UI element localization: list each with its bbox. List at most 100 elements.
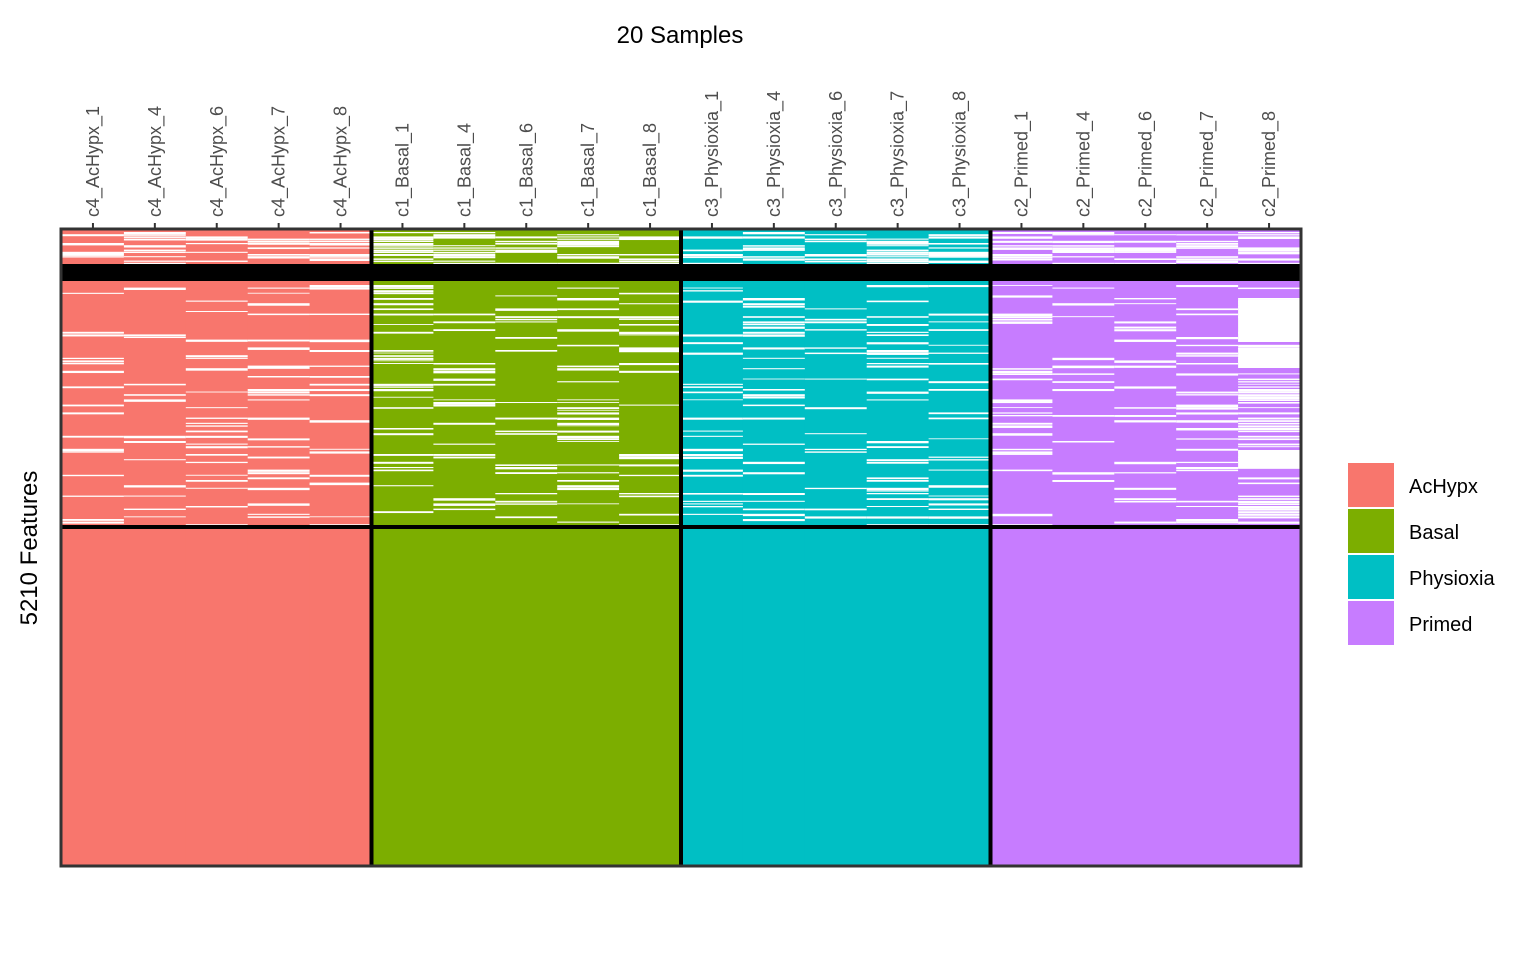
missing-line [309, 516, 372, 518]
missing-line [619, 238, 681, 241]
x-tick-label: c2_Primed_4 [1073, 111, 1094, 217]
missing-line [557, 402, 620, 403]
heatmap-column-c3_Physioxia_8 [928, 229, 991, 866]
missing-line [681, 448, 743, 452]
missing-line [619, 464, 681, 467]
missing-line [495, 472, 558, 475]
missing-line [866, 480, 929, 482]
missing-line [928, 389, 991, 391]
x-tick-label: c2_Primed_1 [1011, 111, 1032, 217]
missing-line [433, 454, 496, 456]
missing-line [309, 240, 372, 243]
missing-line [866, 365, 929, 368]
missing-line [309, 254, 372, 257]
missing-line [990, 240, 1053, 243]
missing-line [1176, 285, 1239, 288]
missing-line [185, 417, 248, 419]
missing-line [1176, 355, 1239, 357]
missing-line [62, 370, 124, 374]
x-tick-label: c3_Physioxia_4 [764, 91, 785, 217]
x-tick-label: c3_Physioxia_1 [702, 91, 723, 217]
missing-line [123, 249, 186, 252]
missing-line [681, 430, 743, 432]
missing-line [371, 285, 434, 288]
missing-line [928, 344, 991, 346]
missing-line [1238, 495, 1300, 498]
missing-line [742, 303, 805, 306]
missing-line [495, 249, 558, 253]
missing-line [1176, 469, 1239, 472]
missing-line [371, 454, 434, 456]
missing-line [742, 347, 805, 350]
missing-line [371, 467, 434, 469]
missing-line [495, 337, 558, 339]
missing-line [804, 487, 867, 490]
missing-line [185, 425, 248, 427]
missing-line [866, 516, 929, 519]
missing-line [495, 417, 558, 420]
missing-line [742, 232, 805, 235]
missing-line [557, 365, 620, 368]
missing-line [1238, 516, 1300, 519]
missing-line [495, 433, 558, 435]
missing-line [371, 238, 434, 241]
missing-line [1238, 389, 1300, 392]
heatmap-column-c4_AcHypx_4 [123, 229, 187, 866]
missing-line [681, 493, 743, 495]
missing-line [309, 376, 372, 378]
missing-line [1176, 256, 1239, 258]
missing-line [247, 368, 310, 370]
missing-line [866, 254, 929, 256]
missing-line [1176, 337, 1239, 340]
missing-line [1114, 415, 1177, 417]
missing-line [742, 316, 805, 318]
missing-line [928, 254, 991, 257]
missing-line [1114, 521, 1177, 524]
missing-line [619, 254, 681, 256]
missing-line [681, 386, 743, 388]
missing-line [681, 334, 743, 337]
missing-line [990, 321, 1053, 324]
missing-line [557, 399, 620, 401]
missing-line [928, 256, 991, 258]
missing-line [309, 365, 372, 367]
heatmap-column-c4_AcHypx_1 [62, 229, 125, 866]
missing-line [804, 451, 867, 453]
missing-line [1176, 363, 1239, 365]
missing-block [1238, 348, 1300, 368]
missing-line [557, 422, 620, 426]
missing-line [1052, 373, 1115, 375]
missing-line [371, 287, 434, 289]
missing-line [804, 448, 867, 451]
missing-line [1176, 428, 1239, 431]
missing-line [247, 472, 310, 475]
missing-line [928, 247, 991, 249]
missing-line [742, 394, 805, 397]
missing-line [742, 245, 805, 247]
missing-line [371, 292, 434, 295]
missing-line [1238, 513, 1300, 516]
missing-line [619, 262, 681, 265]
missing-line [1052, 365, 1115, 369]
missing-line [123, 236, 186, 238]
missing-line [433, 236, 496, 239]
missing-line [1176, 461, 1239, 464]
missing-line [619, 404, 681, 406]
missing-line [742, 249, 805, 251]
missing-line [681, 454, 743, 457]
missing-line [557, 521, 620, 523]
missing-line [619, 331, 681, 335]
missing-line [742, 519, 805, 522]
missing-line [247, 503, 310, 506]
chart-title: 20 Samples [617, 22, 744, 49]
missing-line [1176, 404, 1239, 408]
missing-line [62, 435, 124, 438]
missing-line [433, 363, 496, 365]
missing-line [1238, 500, 1300, 504]
missing-line [185, 430, 248, 433]
missing-line [928, 236, 991, 239]
missing-line [804, 318, 867, 321]
x-tick-label: c2_Primed_7 [1197, 111, 1218, 217]
missing-line [1238, 262, 1300, 264]
missing-line [1114, 420, 1177, 423]
